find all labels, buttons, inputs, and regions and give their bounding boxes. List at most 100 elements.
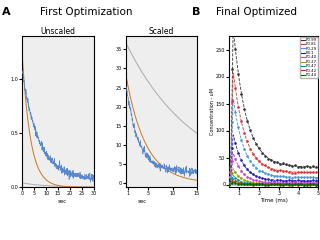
Point: [295, 182, 300, 186]
Point: [304, 183, 309, 186]
Point: [307, 182, 312, 186]
Point: [284, 181, 289, 185]
Point: [286, 183, 292, 186]
Point: [266, 172, 271, 176]
Point: [295, 179, 300, 182]
Point: [266, 182, 271, 186]
Point: [271, 182, 276, 186]
Point: [266, 182, 271, 186]
Point: [289, 181, 294, 185]
Point: [310, 179, 315, 182]
Point: [260, 182, 265, 186]
Point: [284, 182, 289, 186]
Point: [248, 176, 253, 180]
Point: [301, 175, 306, 179]
Point: [230, 176, 235, 180]
Point: [280, 169, 285, 173]
Point: [284, 175, 289, 179]
Point: [275, 183, 280, 186]
Point: [239, 176, 244, 180]
Point: [233, 157, 238, 161]
Point: [280, 161, 285, 164]
Point: [313, 179, 318, 182]
Point: [257, 182, 262, 186]
Point: [313, 181, 318, 185]
Point: [301, 165, 306, 169]
Point: [233, 179, 238, 183]
Point: [236, 180, 241, 184]
Point: [248, 181, 253, 185]
Point: [257, 175, 262, 179]
Point: [310, 170, 315, 174]
Point: [275, 161, 280, 164]
Text: Final Optimized: Final Optimized: [215, 7, 297, 17]
Point: [268, 173, 274, 177]
Point: [242, 182, 247, 186]
Point: [260, 182, 265, 186]
Point: [263, 163, 268, 167]
Point: [286, 182, 292, 186]
Point: [251, 182, 256, 186]
Point: [268, 158, 274, 162]
Point: [277, 182, 283, 186]
Point: [271, 160, 276, 164]
Point: [301, 170, 306, 174]
Point: [277, 162, 283, 166]
Point: [313, 183, 318, 187]
Point: [257, 146, 262, 150]
Point: [227, 183, 232, 186]
Point: [292, 182, 298, 186]
Point: [245, 167, 250, 171]
Point: [295, 171, 300, 174]
Point: [298, 179, 303, 183]
Point: [245, 154, 250, 158]
Point: [277, 182, 283, 186]
Point: [236, 125, 241, 129]
Point: [280, 183, 285, 186]
Point: [230, 146, 235, 150]
Point: [313, 170, 318, 174]
Point: [268, 178, 274, 182]
Point: [307, 179, 312, 183]
Point: [284, 182, 289, 186]
Point: [239, 169, 244, 173]
Point: [263, 182, 268, 186]
Point: [301, 183, 306, 186]
Point: [245, 179, 250, 183]
Point: [304, 164, 309, 168]
Point: [233, 141, 238, 145]
Point: [295, 183, 300, 187]
Point: [230, 120, 235, 124]
Point: [248, 171, 253, 174]
Point: [301, 182, 306, 186]
Point: [292, 180, 298, 184]
Point: [251, 163, 256, 167]
Point: [280, 182, 285, 186]
Point: [236, 72, 241, 76]
Point: [277, 178, 283, 182]
Point: [266, 182, 271, 186]
Point: [248, 128, 253, 132]
Point: [251, 152, 256, 156]
Point: [280, 174, 285, 178]
Point: [304, 182, 309, 186]
Point: [292, 163, 298, 167]
Point: [248, 147, 253, 150]
Point: [298, 182, 303, 186]
Point: [298, 171, 303, 174]
Point: [307, 165, 312, 169]
Point: [292, 182, 298, 186]
Text: sec: sec: [58, 199, 67, 204]
Point: [286, 175, 292, 179]
Point: [284, 179, 289, 183]
Point: [233, 170, 238, 174]
Point: [307, 181, 312, 185]
Point: [227, 179, 232, 182]
Point: [233, 110, 238, 114]
Point: [268, 181, 274, 185]
Point: [292, 182, 298, 186]
Point: [257, 180, 262, 183]
Point: [248, 180, 253, 184]
Text: A: A: [2, 7, 10, 17]
Point: [289, 182, 294, 186]
